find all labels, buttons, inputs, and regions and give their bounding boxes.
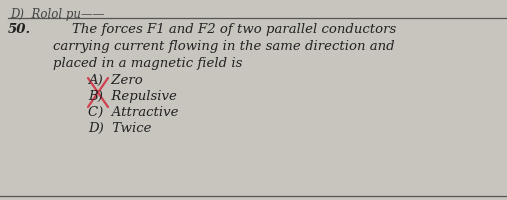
Text: 50.: 50.	[8, 23, 31, 36]
Text: A)  Zero: A) Zero	[88, 74, 143, 87]
Text: D)  Twice: D) Twice	[88, 121, 152, 134]
Text: carrying current flowing in the same direction and: carrying current flowing in the same dir…	[53, 40, 394, 53]
Text: The forces F1 and F2 of two parallel conductors: The forces F1 and F2 of two parallel con…	[72, 23, 396, 36]
Text: D)  Rolol pu——: D) Rolol pu——	[10, 8, 104, 21]
Text: placed in a magnetic field is: placed in a magnetic field is	[53, 57, 242, 70]
Text: B)  Repulsive: B) Repulsive	[88, 90, 177, 102]
Text: C)  Attractive: C) Attractive	[88, 105, 178, 118]
